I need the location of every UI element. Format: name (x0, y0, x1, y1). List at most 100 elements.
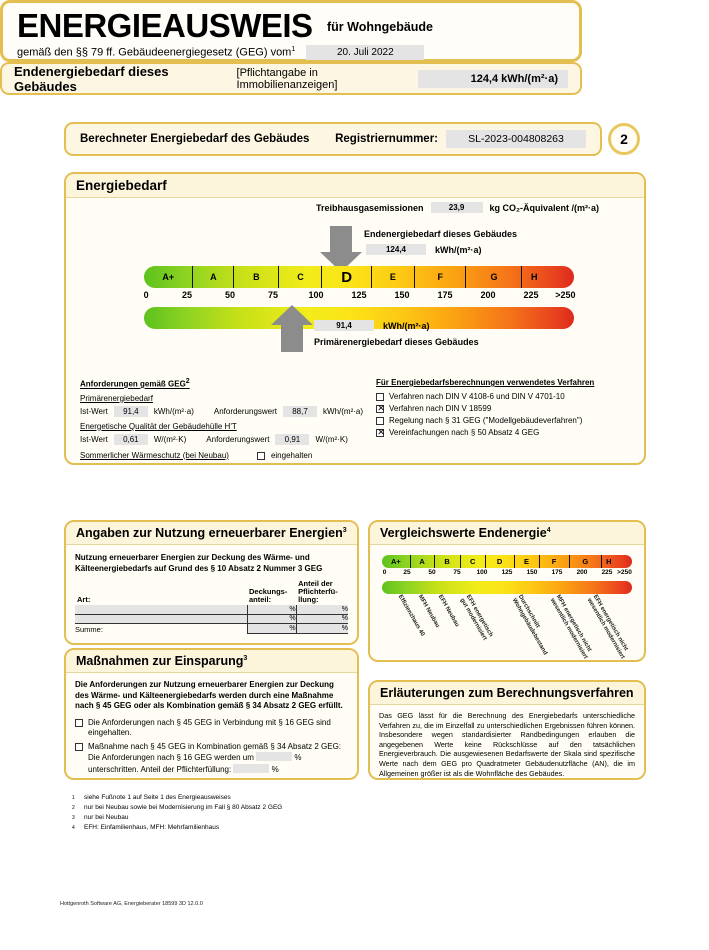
comparison-class-g: G (570, 555, 602, 568)
energy-scale-tick: 225 (523, 290, 539, 300)
register-number-label: Registriernummer: (335, 133, 438, 145)
measures-intro-text: Die Anforderungen zur Nutzung erneuerbar… (75, 680, 343, 710)
end-energy-unit: kWh/(m²·a) (435, 244, 482, 255)
comparison-scale-tick: 150 (526, 569, 538, 576)
requirements-heading-text: Anforderungen gemäß GEG (80, 379, 186, 389)
comparison-scale-tick: 125 (501, 569, 513, 576)
energy-scale-tick: >250 (555, 290, 576, 300)
end-energy-summary-note: [Pflichtangabe in Immobilienanzeigen] (236, 66, 338, 91)
method-checkbox-3[interactable] (376, 417, 384, 425)
comparison-scale-tick: 50 (428, 569, 436, 576)
energy-scale-tick: 0 (143, 290, 149, 300)
renewable-sum-pflicht: % (295, 623, 348, 634)
footnote-text: nur bei Neubau sowie bei Modernisierung … (84, 804, 283, 811)
method-option-2[interactable]: Verfahren nach DIN V 18599 (376, 403, 638, 413)
energy-scale-tick: 100 (308, 290, 324, 300)
hull-anf-unit: W/(m²·K) (315, 434, 348, 444)
end-energy-label: Endenergiebedarf dieses Gebäudes (364, 229, 518, 239)
renewable-art-input-2[interactable] (75, 614, 247, 624)
page-number-badge: 2 (608, 123, 640, 155)
energy-scale-tick: 200 (480, 290, 496, 300)
end-energy-arrow-down-icon (330, 226, 352, 254)
prim-ist-label: Ist-Wert (80, 406, 108, 416)
measures-option-2-label: Maßnahme nach § 45 GEG in Kombination ge… (88, 742, 348, 776)
renewable-col-art: Art: (77, 595, 91, 604)
comparison-scale-tick: 75 (453, 569, 461, 576)
comparison-class-e: E (515, 555, 540, 568)
footnote-3: 3 nur bei Neubau (72, 813, 472, 823)
comparison-panel-title-text: Vergleichswerte Endenergie (380, 526, 547, 540)
method-option-4[interactable]: Vereinfachungen nach § 50 Absatz 4 GEG (376, 427, 638, 437)
comparison-scale-tick: 175 (551, 569, 563, 576)
requirements-block: Anforderungen gemäß GEG2 Primärenergiebe… (80, 378, 366, 465)
explanations-panel-title: Erläuterungen zum Berechnungsverfahren (370, 682, 644, 705)
comparison-scale-tick: >250 (617, 569, 632, 576)
end-energy-summary-value: 124,4 kWh/(m²·a) (418, 69, 568, 88)
primary-energy-value: 91,4 (314, 320, 374, 331)
comparison-scale-tick: 25 (403, 569, 411, 576)
renewable-col-pflichterfuellung: Anteil der Pflichterfü-llung: (298, 579, 338, 604)
energy-scale-tick: 25 (181, 290, 193, 300)
primary-energy-label: Primärenergiebedarf dieses Gebäudes (314, 337, 479, 347)
comparison-scale-tick: 0 (382, 569, 387, 576)
comparison-footnote-marker: 4 (546, 526, 551, 534)
method-label-2: Verfahren nach DIN V 18599 (389, 404, 492, 413)
energy-scale-ticks: 0 25 50 75 100 125 150 175 200 225 >250 (143, 290, 576, 304)
renewable-sum-label: Summe: (75, 624, 103, 634)
energy-scale-tick: 50 (224, 290, 236, 300)
renewable-panel-title-text: Angaben zur Nutzung erneuerbarer Energie… (76, 526, 343, 540)
measures-checkbox-2[interactable] (75, 742, 83, 751)
renewable-pflicht-2[interactable]: % (295, 614, 348, 624)
energy-class-a: A (193, 266, 235, 288)
renewable-deckung-1[interactable]: % (246, 605, 297, 615)
prim-anf-value: 88,7 (283, 405, 318, 417)
measures-option-2[interactable]: Maßnahme nach § 45 GEG in Kombination ge… (75, 742, 348, 776)
table-row[interactable]: % % (75, 605, 348, 615)
measures-option-1[interactable]: Die Anforderungen nach § 45 GEG in Verbi… (75, 718, 348, 739)
prim-ist-unit: kWh/(m²·a) (153, 406, 194, 416)
renewable-art-input-1[interactable] (75, 605, 247, 615)
measures-option-2-text-a: Maßnahme nach § 45 GEG in Kombination ge… (88, 741, 342, 763)
summer-heat-check-label: eingehalten (270, 450, 313, 460)
measures-percent-sign-1: % (294, 753, 302, 762)
law-text: gemäß den §§ 79 ff. Gebäudeenergiegesetz… (17, 46, 292, 59)
measures-percent-input-1[interactable] (256, 752, 293, 761)
comparison-label-line: EFH Neubau (436, 594, 460, 628)
renewable-pflicht-1[interactable]: % (295, 605, 348, 615)
method-checkbox-4[interactable] (376, 427, 385, 437)
renewable-deckung-2[interactable]: % (246, 614, 297, 624)
method-checkbox-1[interactable] (376, 393, 384, 401)
renewable-panel-title: Angaben zur Nutzung erneuerbarer Energie… (66, 522, 357, 545)
method-option-1[interactable]: Verfahren nach DIN V 4108-6 und DIN V 47… (376, 392, 638, 401)
energy-class-b: B (234, 266, 280, 288)
method-label-3: Regelung nach § 31 GEG ("Modellgebäudeve… (389, 416, 583, 425)
calculation-methods-block: Für Energiebedarfsberechnungen verwendet… (376, 378, 638, 440)
comparison-scale-tick: 225 (601, 569, 613, 576)
prim-ist-value: 91,4 (113, 405, 148, 417)
footnote-text: siehe Fußnote 1 auf Seite 1 des Energiea… (84, 794, 231, 801)
comparison-scale-tick: 100 (476, 569, 488, 576)
method-option-3[interactable]: Regelung nach § 31 GEG ("Modellgebäudeve… (376, 416, 638, 425)
primary-demand-values: Ist-Wert 91,4 kWh/(m²·a) Anforderungswer… (80, 405, 366, 417)
building-type-subtitle: für Wohngebäude (327, 20, 434, 34)
comparison-scale-bar: A+ A B C D E F G H (382, 555, 632, 568)
footnote-text: EFH: Einfamilienhaus, MFH: Mehrfamilienh… (84, 824, 220, 831)
explanations-panel: Erläuterungen zum Berechnungsverfahren D… (368, 680, 646, 780)
renewable-panel-body: Nutzung erneuerbarer Energien zur Deckun… (66, 545, 357, 641)
footnote-marker: 3 (72, 815, 75, 821)
comparison-scale-ticks: 0 25 50 75 100 125 150 175 200 225 >250 (382, 569, 632, 579)
renewable-table: Art: Deckungs-anteil: Anteil der Pflichte… (75, 580, 348, 634)
measures-percent-input-2[interactable] (233, 763, 270, 773)
energy-class-e: E (372, 266, 415, 288)
method-label-4: Vereinfachungen nach § 50 Absatz 4 GEG (389, 428, 540, 437)
comparison-label-4: EFH energetisch gut modernisiert (457, 594, 493, 642)
footnotes-list: 1 siehe Fußnote 1 auf Seite 1 des Energie… (72, 793, 472, 833)
comparison-scale-tick: 200 (576, 569, 588, 576)
summer-heat-checkbox[interactable] (256, 451, 265, 460)
measures-checkbox-1[interactable] (75, 718, 83, 727)
method-checkbox-2[interactable] (376, 403, 385, 413)
table-row[interactable]: % % (75, 614, 348, 624)
savings-measures-panel: Maßnahmen zur Einsparung3 Die Anforderun… (64, 648, 359, 780)
measures-panel-body: Die Anforderungen zur Nutzung erneuerbar… (66, 673, 357, 785)
energy-scale-tick: 150 (394, 290, 410, 300)
